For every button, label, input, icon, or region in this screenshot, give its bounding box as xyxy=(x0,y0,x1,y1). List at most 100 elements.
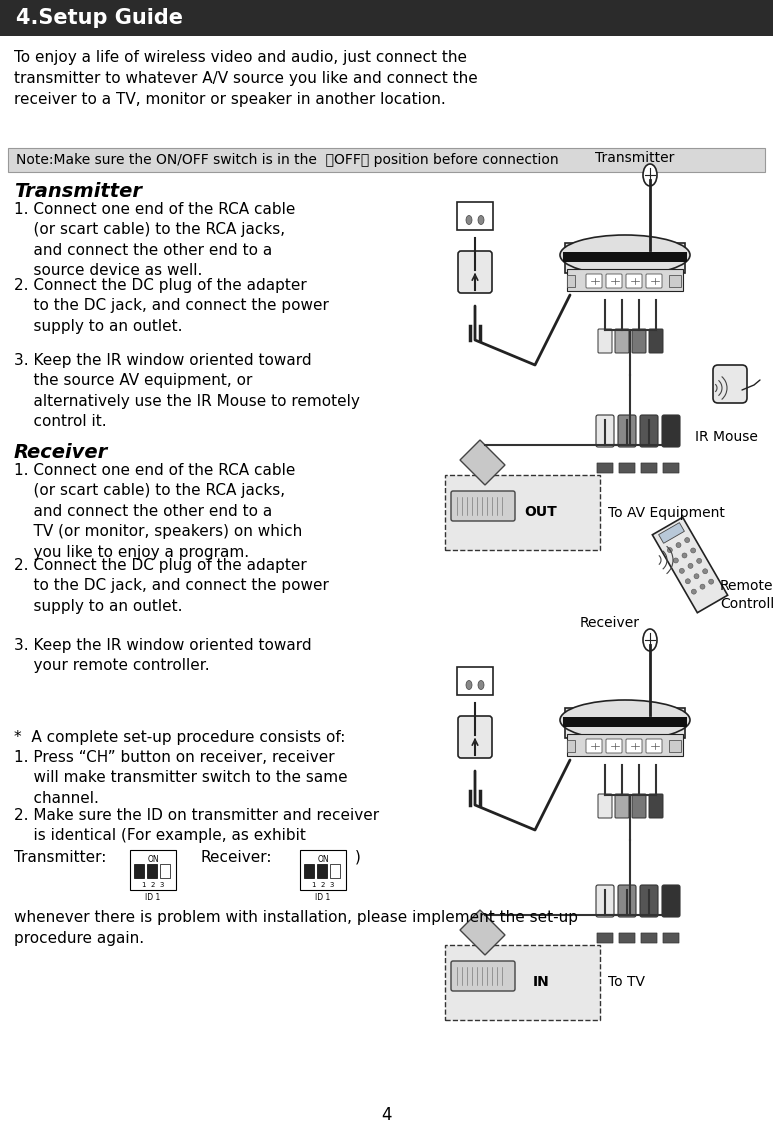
Ellipse shape xyxy=(466,216,472,225)
Text: *  A complete set-up procedure consists of:: * A complete set-up procedure consists o… xyxy=(14,730,346,745)
Text: 1. Press “CH” button on receiver, receiver
    will make transmitter switch to t: 1. Press “CH” button on receiver, receiv… xyxy=(14,750,348,806)
Ellipse shape xyxy=(466,681,472,690)
Ellipse shape xyxy=(478,681,484,690)
FancyBboxPatch shape xyxy=(606,274,622,288)
FancyBboxPatch shape xyxy=(632,329,646,353)
Text: Receiver: Receiver xyxy=(580,616,640,630)
FancyBboxPatch shape xyxy=(619,463,635,473)
FancyBboxPatch shape xyxy=(586,739,602,753)
Text: 3. Keep the IR window oriented toward
    the source AV equipment, or
    altern: 3. Keep the IR window oriented toward th… xyxy=(14,353,360,429)
Bar xyxy=(330,864,340,878)
Circle shape xyxy=(685,537,690,543)
Bar xyxy=(147,864,157,878)
Text: To AV Equipment: To AV Equipment xyxy=(608,506,725,519)
FancyBboxPatch shape xyxy=(598,794,612,819)
Polygon shape xyxy=(659,523,684,543)
Text: 2. Make sure the ID on transmitter and receiver
    is identical (For example, a: 2. Make sure the ID on transmitter and r… xyxy=(14,808,379,843)
Bar xyxy=(567,734,683,756)
Ellipse shape xyxy=(643,629,657,651)
FancyBboxPatch shape xyxy=(596,885,614,917)
FancyBboxPatch shape xyxy=(458,251,492,294)
FancyBboxPatch shape xyxy=(632,794,646,819)
Text: 4: 4 xyxy=(381,1106,391,1124)
FancyBboxPatch shape xyxy=(597,463,613,473)
Text: 1  2  3: 1 2 3 xyxy=(312,882,334,889)
Bar xyxy=(317,864,327,878)
Bar xyxy=(565,243,685,273)
Bar xyxy=(8,148,765,172)
Text: OUT: OUT xyxy=(525,506,557,519)
FancyBboxPatch shape xyxy=(586,274,602,288)
Bar xyxy=(0,0,773,36)
Circle shape xyxy=(694,574,699,579)
Text: Transmitter:: Transmitter: xyxy=(14,850,107,865)
Text: 3. Keep the IR window oriented toward
    your remote controller.: 3. Keep the IR window oriented toward yo… xyxy=(14,638,312,673)
Circle shape xyxy=(673,558,679,563)
FancyBboxPatch shape xyxy=(618,415,636,447)
Text: To TV: To TV xyxy=(608,975,645,989)
Text: ON: ON xyxy=(317,856,329,865)
FancyBboxPatch shape xyxy=(663,933,679,943)
Bar xyxy=(567,275,575,287)
FancyBboxPatch shape xyxy=(458,716,492,758)
Text: 1  2  3: 1 2 3 xyxy=(141,882,164,889)
FancyBboxPatch shape xyxy=(615,329,629,353)
FancyBboxPatch shape xyxy=(615,794,629,819)
Bar xyxy=(457,202,493,230)
Circle shape xyxy=(686,579,690,584)
Text: 1. Connect one end of the RCA cable
    (or scart cable) to the RCA jacks,
    a: 1. Connect one end of the RCA cable (or … xyxy=(14,463,302,560)
Circle shape xyxy=(700,584,705,589)
FancyBboxPatch shape xyxy=(598,329,612,353)
FancyBboxPatch shape xyxy=(640,885,658,917)
Text: 1. Connect one end of the RCA cable
    (or scart cable) to the RCA jacks,
    a: 1. Connect one end of the RCA cable (or … xyxy=(14,202,295,278)
Polygon shape xyxy=(460,910,505,955)
Bar xyxy=(130,850,176,890)
Bar xyxy=(567,269,683,291)
FancyBboxPatch shape xyxy=(626,274,642,288)
FancyBboxPatch shape xyxy=(618,885,636,917)
Text: IR Mouse: IR Mouse xyxy=(695,430,758,444)
Text: 4.Setup Guide: 4.Setup Guide xyxy=(16,8,183,28)
FancyBboxPatch shape xyxy=(646,739,662,753)
Text: Transmitter: Transmitter xyxy=(595,151,675,165)
Polygon shape xyxy=(460,440,505,485)
FancyBboxPatch shape xyxy=(451,491,515,520)
Circle shape xyxy=(703,569,707,574)
Text: IN: IN xyxy=(533,975,550,989)
FancyBboxPatch shape xyxy=(649,329,663,353)
Circle shape xyxy=(709,579,713,584)
FancyBboxPatch shape xyxy=(597,933,613,943)
Ellipse shape xyxy=(478,216,484,225)
FancyBboxPatch shape xyxy=(606,739,622,753)
Circle shape xyxy=(667,548,673,552)
Bar xyxy=(669,739,681,752)
Text: whenever there is problem with installation, please implement the set-up
procedu: whenever there is problem with installat… xyxy=(14,910,578,946)
Text: ON: ON xyxy=(147,856,158,865)
FancyBboxPatch shape xyxy=(663,463,679,473)
FancyBboxPatch shape xyxy=(596,415,614,447)
FancyBboxPatch shape xyxy=(626,739,642,753)
FancyBboxPatch shape xyxy=(640,415,658,447)
Text: ID 1: ID 1 xyxy=(315,893,331,902)
FancyBboxPatch shape xyxy=(646,274,662,288)
Bar xyxy=(669,275,681,287)
Text: To enjoy a life of wireless video and audio, just connect the
transmitter to wha: To enjoy a life of wireless video and au… xyxy=(14,50,478,107)
Circle shape xyxy=(696,559,702,563)
Bar xyxy=(457,667,493,695)
Text: 2. Connect the DC plug of the adapter
    to the DC jack, and connect the power
: 2. Connect the DC plug of the adapter to… xyxy=(14,278,329,334)
FancyBboxPatch shape xyxy=(662,415,680,447)
Bar xyxy=(134,864,144,878)
FancyBboxPatch shape xyxy=(451,961,515,991)
Ellipse shape xyxy=(560,700,690,739)
Circle shape xyxy=(688,563,693,568)
Bar xyxy=(563,252,687,262)
Bar xyxy=(300,850,346,890)
Circle shape xyxy=(691,589,696,594)
FancyBboxPatch shape xyxy=(641,933,657,943)
FancyBboxPatch shape xyxy=(641,463,657,473)
Text: ID 1: ID 1 xyxy=(145,893,161,902)
Bar xyxy=(567,739,575,752)
Bar xyxy=(445,945,600,1019)
FancyBboxPatch shape xyxy=(662,885,680,917)
Text: Transmitter: Transmitter xyxy=(14,182,142,201)
